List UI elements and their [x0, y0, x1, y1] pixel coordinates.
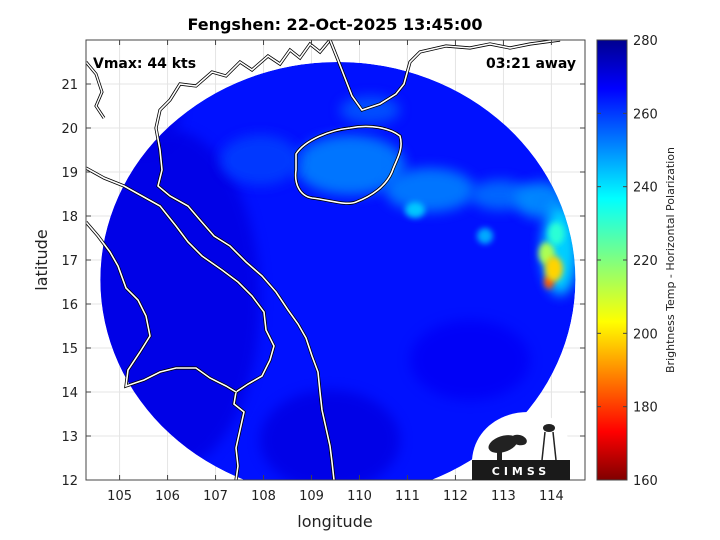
convective-cell: [548, 222, 565, 245]
x-tick-label: 109: [299, 489, 324, 504]
colorbar-tick-label: 260: [633, 107, 658, 122]
y-axis-ticks: 12 13 14 15 16 17 18 19 20 21: [61, 78, 585, 489]
x-tick-label: 112: [443, 489, 468, 504]
hainan-outline: [294, 125, 402, 205]
time-away-annotation: 03:21 away: [486, 56, 576, 72]
y-tick-label: 12: [61, 474, 78, 489]
country-borders: [86, 61, 276, 480]
vmax-annotation: Vmax: 44 kts: [93, 56, 196, 72]
plot-area: [85, 39, 586, 481]
colorbar-label: Brightness Temp - Horizontal Polarizatio…: [664, 147, 677, 373]
logo-text: CIMSS: [492, 465, 550, 478]
x-tick-label: 108: [251, 489, 276, 504]
y-tick-label: 18: [61, 210, 78, 225]
warm-region: [410, 320, 530, 400]
cool-patch: [220, 135, 300, 185]
chart-title: Fengshen: 22-Oct-2025 13:45:00: [187, 15, 482, 34]
cool-patch: [515, 182, 565, 218]
x-tick-label: 110: [347, 489, 372, 504]
colorbar-tick-label: 220: [633, 254, 658, 269]
cimss-logo: CIMSS: [472, 412, 570, 480]
cool-patch: [295, 135, 405, 195]
colorbar-tick-label: 200: [633, 327, 658, 342]
cool-patch: [470, 180, 530, 210]
colorbar-ticks: 160 180 200 220 240 260 280: [597, 34, 658, 489]
coastlines: [86, 40, 561, 480]
y-tick-label: 13: [61, 430, 78, 445]
y-tick-label: 20: [61, 122, 78, 137]
y-tick-label: 16: [61, 298, 78, 313]
cool-patch: [385, 168, 475, 212]
x-tick-label: 107: [203, 489, 228, 504]
cool-patch: [405, 202, 425, 218]
y-tick-label: 14: [61, 386, 78, 401]
y-tick-label: 15: [61, 342, 78, 357]
x-tick-label: 114: [539, 489, 564, 504]
y-tick-label: 17: [61, 254, 78, 269]
y-axis-label: latitude: [32, 229, 51, 290]
dish-icon: [488, 435, 518, 453]
y-tick-label: 19: [61, 166, 78, 181]
dish-stand-icon: [497, 447, 502, 460]
colorbar-tick-label: 160: [633, 474, 658, 489]
small-dish-icon: [511, 434, 527, 446]
colorbar-gradient: [596, 39, 628, 481]
mainland-coast: [154, 40, 561, 480]
y-tick-label: 21: [61, 78, 78, 93]
x-tick-label: 111: [395, 489, 420, 504]
cool-patch: [477, 228, 493, 244]
colorbar-tick-label: 180: [633, 401, 658, 416]
convective-cell: [544, 256, 563, 282]
water-tower-tank-icon: [543, 424, 555, 432]
x-tick-label: 106: [155, 489, 180, 504]
cool-patch: [340, 96, 400, 124]
x-tick-label: 105: [107, 489, 132, 504]
colorbar-tick-label: 240: [633, 181, 658, 196]
x-tick-label: 113: [491, 489, 516, 504]
logo-banner: [472, 460, 570, 480]
colorbar-tick-label: 280: [633, 34, 658, 49]
x-axis-ticks: 105 106 107 108 109 110 111 112 113 114: [107, 40, 564, 504]
x-axis-label: longitude: [297, 512, 372, 531]
colorbar: 160 180 200 220 240 260 280 Brightness Temp - …: [596, 34, 677, 489]
